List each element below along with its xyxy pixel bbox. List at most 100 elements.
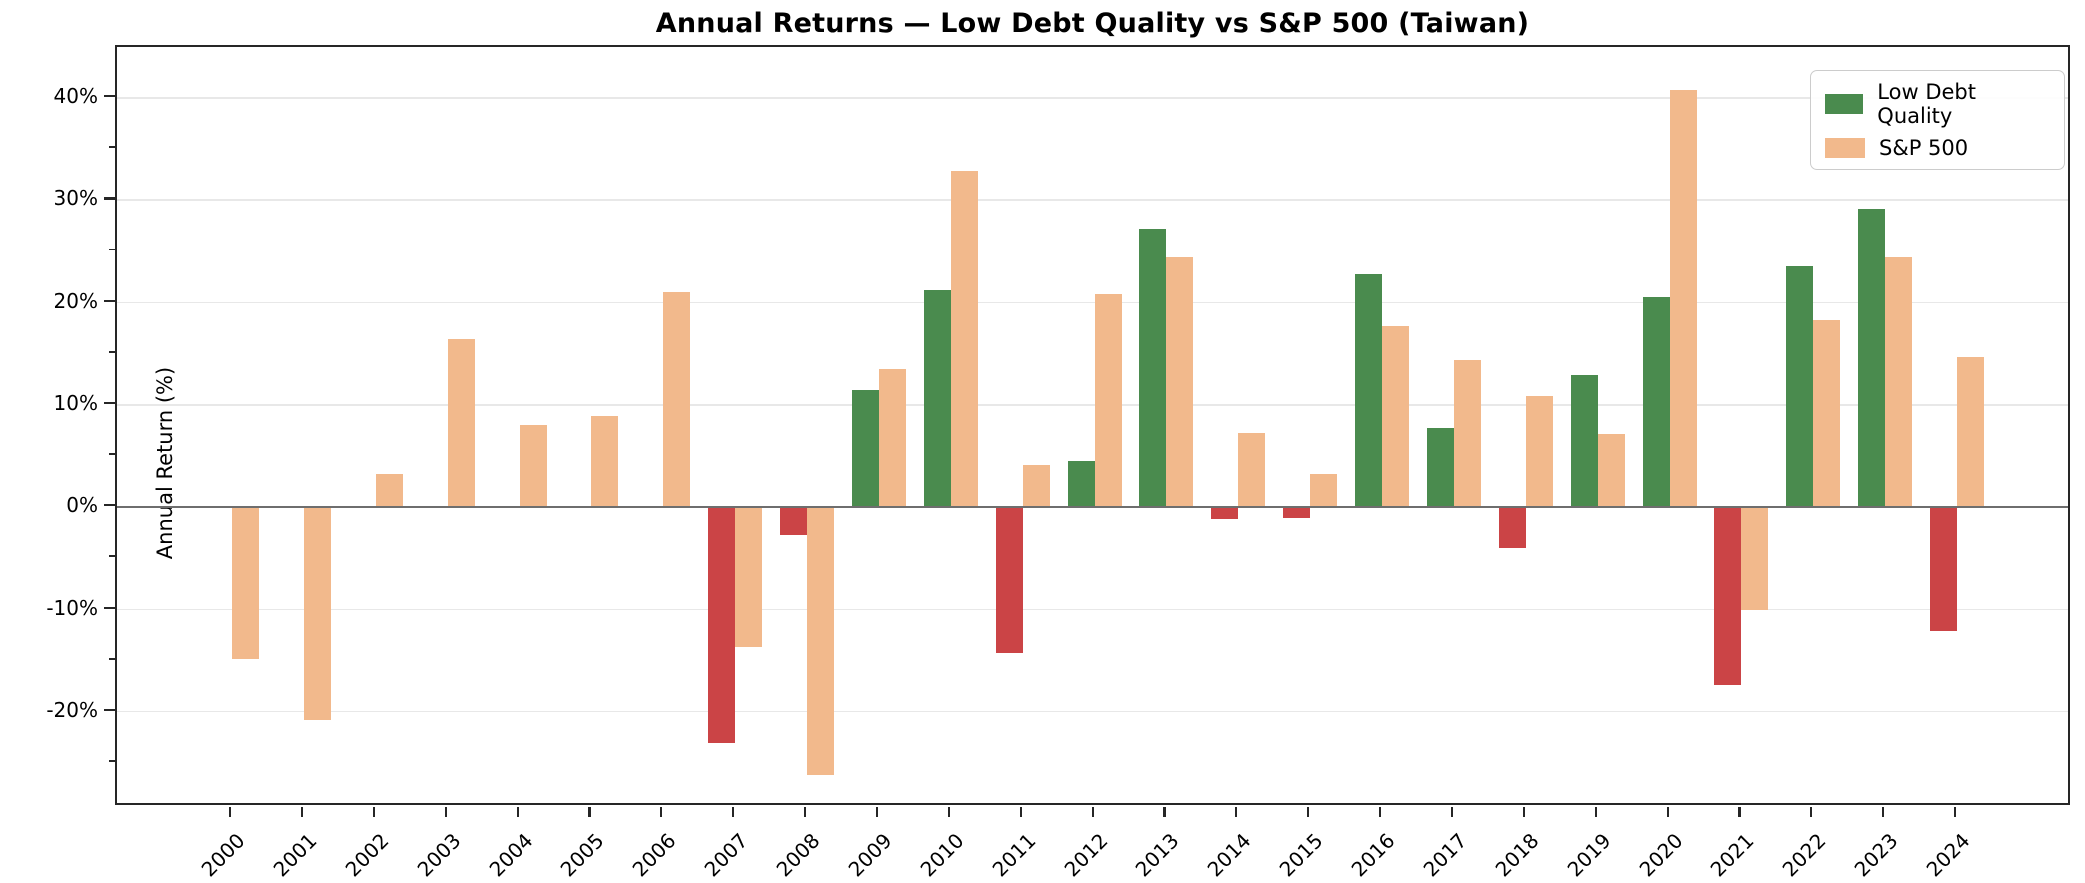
y-tick-label-10: 10% <box>53 391 98 415</box>
x-tick <box>1019 807 1022 817</box>
y-minor-tick <box>109 555 115 558</box>
x-tick <box>660 807 663 817</box>
x-tick-label-2009: 2009 <box>843 828 897 882</box>
y-tick-label-30: 30% <box>53 186 98 211</box>
x-tick-label-2021: 2021 <box>1705 828 1759 882</box>
x-tick <box>1810 807 1813 817</box>
bar-low-debt-quality-2009 <box>851 389 879 508</box>
bar-s-p-500-2005 <box>591 416 619 508</box>
x-tick-label-2012: 2012 <box>1059 828 1113 882</box>
bar-low-debt-quality-2011 <box>995 507 1023 653</box>
legend-label: Low Debt Quality <box>1877 80 1976 128</box>
y-major-tick <box>104 197 115 200</box>
x-tick <box>1450 807 1454 817</box>
bar-low-debt-quality-2014 <box>1211 507 1239 519</box>
y-tick-label-40: 40% <box>53 84 98 109</box>
bar-low-debt-quality-2023 <box>1858 208 1886 508</box>
x-tick <box>300 807 304 817</box>
y-minor-tick <box>109 248 115 251</box>
x-tick <box>1163 807 1166 817</box>
x-tick <box>229 807 232 817</box>
bar-s-p-500-2015 <box>1310 473 1338 508</box>
bar-s-p-500-2013 <box>1166 256 1194 508</box>
bar-low-debt-quality-2016 <box>1355 274 1382 508</box>
bar-low-debt-quality-2012 <box>1067 461 1095 508</box>
gridline <box>117 608 2068 611</box>
x-tick-label-2013: 2013 <box>1130 828 1184 882</box>
bar-low-debt-quality-2024 <box>1930 507 1957 632</box>
y-major-tick <box>104 504 115 507</box>
bar-s-p-500-2020 <box>1669 89 1697 508</box>
bar-s-p-500-2021 <box>1741 507 1769 610</box>
x-tick <box>1235 807 1238 817</box>
bar-s-p-500-2002 <box>375 473 403 508</box>
x-tick-label-2006: 2006 <box>627 828 681 882</box>
bar-low-debt-quality-2017 <box>1426 427 1454 508</box>
x-tick <box>804 807 807 817</box>
x-tick-label-2017: 2017 <box>1418 828 1472 882</box>
bar-s-p-500-2001 <box>303 507 331 721</box>
legend-label: S&P 500 <box>1879 136 1969 160</box>
bar-low-debt-quality-2019 <box>1570 375 1598 508</box>
bar-s-p-500-2012 <box>1094 293 1122 508</box>
legend-swatch-low-debt-quality <box>1825 94 1864 114</box>
bar-s-p-500-2018 <box>1525 395 1553 508</box>
x-tick-label-2019: 2019 <box>1562 828 1616 882</box>
x-tick-label-2011: 2011 <box>987 828 1041 882</box>
x-tick <box>1307 807 1310 817</box>
x-tick-label-2001: 2001 <box>268 828 322 882</box>
bar-s-p-500-2008 <box>807 507 834 776</box>
x-tick-label-2000: 2000 <box>196 828 250 882</box>
x-tick-label-2004: 2004 <box>484 828 538 882</box>
bar-s-p-500-2010 <box>950 170 978 508</box>
x-tick <box>1882 807 1885 817</box>
x-tick-label-2018: 2018 <box>1490 828 1544 882</box>
x-tick <box>516 807 519 817</box>
gridline <box>117 301 2068 304</box>
bar-s-p-500-2022 <box>1813 320 1841 508</box>
x-tick-label-2023: 2023 <box>1849 828 1903 882</box>
y-major-tick <box>104 606 115 609</box>
x-tick <box>372 807 375 817</box>
y-minor-tick <box>109 453 115 455</box>
legend-swatch-s-p-500 <box>1825 138 1865 158</box>
legend: Low Debt Quality S&P 500 <box>1810 70 2065 170</box>
bar-low-debt-quality-2007 <box>708 507 736 743</box>
x-tick <box>1594 807 1597 817</box>
bar-s-p-500-2003 <box>447 338 475 508</box>
x-tick-label-2020: 2020 <box>1634 828 1688 882</box>
chart-title: Annual Returns — Low Debt Quality vs S&P… <box>655 8 1530 39</box>
x-tick <box>1091 807 1094 817</box>
y-major-tick <box>104 299 115 302</box>
gridline <box>117 710 2068 713</box>
y-major-tick <box>104 95 115 98</box>
x-tick-label-2015: 2015 <box>1274 828 1328 882</box>
bar-s-p-500-2006 <box>663 292 691 508</box>
x-tick <box>444 807 447 817</box>
x-tick-label-2005: 2005 <box>555 828 609 882</box>
y-tick-label--20: -20% <box>46 697 98 722</box>
x-tick <box>1522 807 1525 817</box>
x-tick <box>588 807 591 817</box>
x-tick-label-2014: 2014 <box>1202 828 1256 882</box>
gridline <box>117 199 2068 202</box>
bar-s-p-500-2016 <box>1382 326 1409 508</box>
x-tick-label-2008: 2008 <box>771 828 825 882</box>
y-tick-label-20: 20% <box>53 288 98 313</box>
y-minor-tick <box>109 146 115 149</box>
bar-low-debt-quality-2022 <box>1786 265 1814 508</box>
y-major-tick <box>104 402 115 405</box>
gridline <box>117 97 2068 99</box>
x-tick-label-2007: 2007 <box>699 828 753 882</box>
x-tick <box>1666 807 1669 817</box>
bar-s-p-500-2014 <box>1238 432 1266 508</box>
x-tick <box>875 807 879 817</box>
y-minor-tick <box>109 657 115 660</box>
gridline <box>117 404 2068 406</box>
bar-s-p-500-2023 <box>1885 256 1913 508</box>
x-tick-label-2016: 2016 <box>1346 828 1400 882</box>
legend-item: Low Debt Quality <box>1825 80 2050 128</box>
bar-low-debt-quality-2020 <box>1642 296 1670 508</box>
y-tick-label-0: 0% <box>66 493 98 518</box>
bar-low-debt-quality-2015 <box>1283 507 1311 518</box>
